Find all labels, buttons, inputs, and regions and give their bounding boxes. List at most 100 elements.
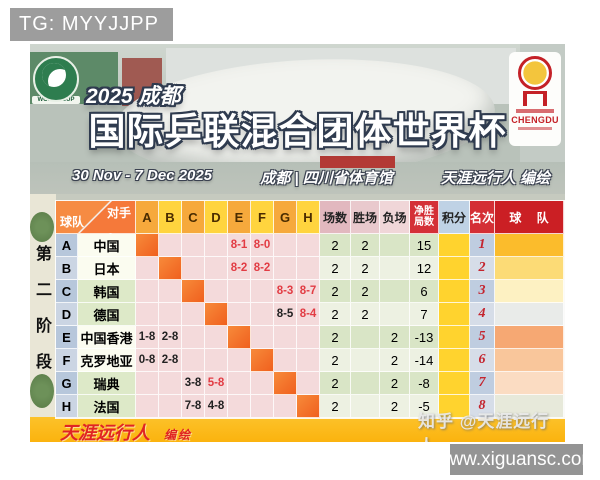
rank-number: 5 <box>478 329 486 344</box>
empty-match-cell <box>251 326 274 349</box>
self-match-cell <box>205 303 228 326</box>
match-result-cell: 0-8 <box>136 349 159 372</box>
rank-cell: 2 <box>470 257 495 280</box>
empty-match-cell <box>228 303 251 326</box>
footer-bar <box>30 417 565 442</box>
net-games-cell: -13 <box>410 326 439 349</box>
stage-char: 第 <box>35 246 52 263</box>
row-letter: C <box>56 280 78 303</box>
table-row: D 德国 8-5 8-4 2 2 7 4 <box>56 303 564 326</box>
golden-sun-icon <box>518 56 552 90</box>
team-color-cell <box>495 257 564 280</box>
opponent-header-A: A <box>136 201 159 234</box>
header-team: 球 队 <box>495 201 564 234</box>
wins-cell <box>351 372 380 395</box>
chengdu-logo: CHENGDU <box>509 52 561 146</box>
empty-match-cell <box>159 234 182 257</box>
rank-cell: 4 <box>470 303 495 326</box>
photo-red-banner <box>320 156 395 168</box>
corner-opponent-label: 对手 <box>106 206 131 220</box>
team-color-cell <box>495 326 564 349</box>
standings-table: 对手 球队 A B C D E F G H 场数 胜场 负场 净胜 局数 积分 … <box>55 200 565 419</box>
empty-match-cell <box>274 234 297 257</box>
matches-cell: 2 <box>320 372 351 395</box>
match-result-cell: 8-1 <box>228 234 251 257</box>
rank-number: 6 <box>478 352 486 367</box>
team-name: 中国香港 <box>78 326 136 349</box>
losses-cell <box>380 257 410 280</box>
world-cup-globe-icon <box>33 56 79 102</box>
empty-match-cell <box>205 257 228 280</box>
table-row: H 法国 7-8 4-8 2 2 -5 8 <box>56 395 564 418</box>
website-box: www.xiguansc.com <box>436 444 597 475</box>
match-result-cell: 8-3 <box>274 280 297 303</box>
tree-icon <box>30 212 54 242</box>
match-result-cell: 8-7 <box>297 280 320 303</box>
match-result-cell: 8-4 <box>297 303 320 326</box>
empty-match-cell <box>274 257 297 280</box>
header-rank: 名次 <box>470 201 495 234</box>
empty-match-cell <box>136 395 159 418</box>
net-games-cell: 7 <box>410 303 439 326</box>
net-games-cell: 6 <box>410 280 439 303</box>
opponent-header-B: B <box>159 201 182 234</box>
team-name: 瑞典 <box>78 372 136 395</box>
empty-match-cell <box>182 234 205 257</box>
wins-cell <box>351 395 380 418</box>
wins-cell <box>351 349 380 372</box>
chengdu-logo-smalltext <box>516 109 554 113</box>
rank-number: 2 <box>478 260 486 275</box>
empty-match-cell <box>228 280 251 303</box>
empty-match-cell <box>228 349 251 372</box>
header-net-line2: 局数 <box>414 217 434 228</box>
rank-cell: 6 <box>470 349 495 372</box>
empty-match-cell <box>182 349 205 372</box>
self-match-cell <box>274 372 297 395</box>
stage-char: 阶 <box>35 318 52 335</box>
rank-number: 7 <box>478 375 486 390</box>
matches-cell: 2 <box>320 326 351 349</box>
row-letter: B <box>56 257 78 280</box>
poster-title: 国际乒联混合团体世界杯 <box>88 111 507 152</box>
self-match-cell <box>228 326 251 349</box>
venue: 成都 | 四川省体育馆 <box>260 170 393 187</box>
match-result-cell: 7-8 <box>182 395 205 418</box>
header-points: 积分 <box>439 201 470 234</box>
wins-cell: 2 <box>351 303 380 326</box>
match-result-cell: 4-8 <box>205 395 228 418</box>
team-name: 日本 <box>78 257 136 280</box>
empty-match-cell <box>159 372 182 395</box>
team-name: 法国 <box>78 395 136 418</box>
empty-match-cell <box>182 257 205 280</box>
empty-match-cell <box>159 280 182 303</box>
empty-match-cell <box>274 349 297 372</box>
empty-match-cell <box>274 326 297 349</box>
empty-match-cell <box>205 234 228 257</box>
team-color-cell <box>495 349 564 372</box>
empty-match-cell <box>159 303 182 326</box>
match-result-cell: 3-8 <box>182 372 205 395</box>
self-match-cell <box>136 234 159 257</box>
row-letter: F <box>56 349 78 372</box>
points-cell <box>439 280 470 303</box>
date-range: 30 Nov - 7 Dec 2025 <box>72 167 213 184</box>
losses-cell: 2 <box>380 349 410 372</box>
header-matches: 场数 <box>320 201 351 234</box>
empty-match-cell <box>205 326 228 349</box>
author-credit: 天涯远行人 编绘 <box>440 170 550 187</box>
team-name: 德国 <box>78 303 136 326</box>
rank-cell: 7 <box>470 372 495 395</box>
net-games-cell: 12 <box>410 257 439 280</box>
points-cell <box>439 372 470 395</box>
footer-credit-label: 编绘 <box>164 428 193 442</box>
header-losses: 负场 <box>380 201 410 234</box>
world-cup-logo: WORLD CUP <box>32 56 80 114</box>
empty-match-cell <box>182 326 205 349</box>
table-body: A 中国 8-1 8-0 2 2 15 1 B 日本 8-2 8-2 2 2 12 2 C 韩国 8-3 8-7 2 2 6… <box>56 234 564 418</box>
net-games-cell: 15 <box>410 234 439 257</box>
empty-match-cell <box>205 349 228 372</box>
stage-char: 二 <box>35 282 52 299</box>
net-games-cell: -5 <box>410 395 439 418</box>
matches-cell: 2 <box>320 349 351 372</box>
losses-cell <box>380 234 410 257</box>
